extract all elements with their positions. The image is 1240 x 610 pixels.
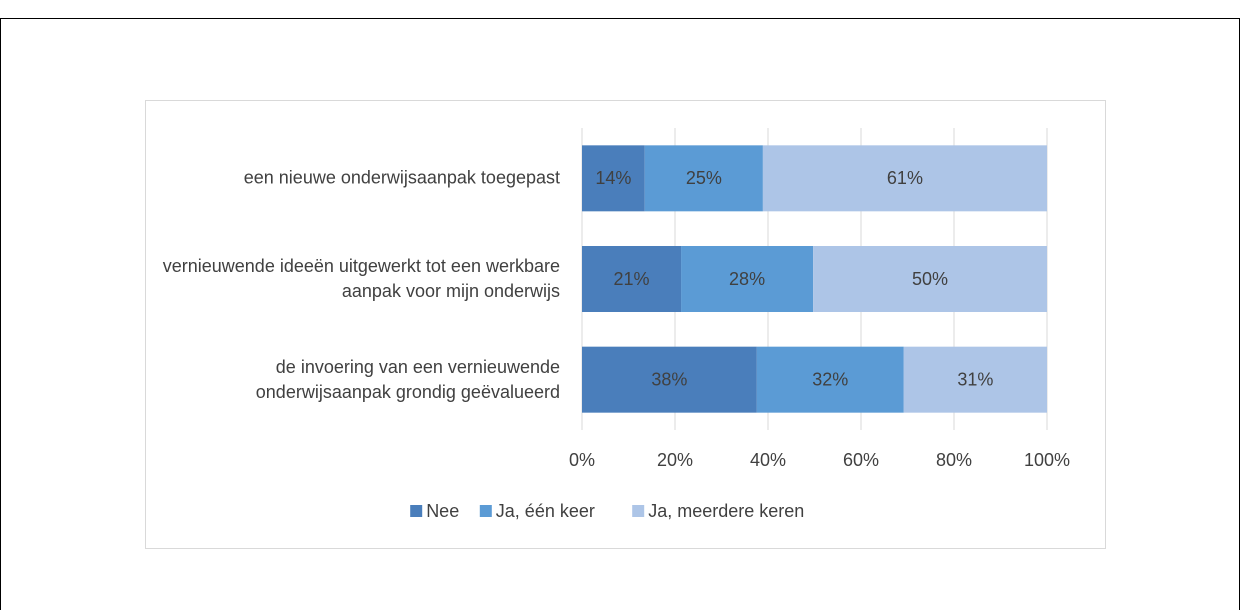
x-tick-label: 80% [936,450,972,470]
bar-segment [582,346,757,413]
data-label: 31% [957,369,993,389]
bar-segment [756,346,904,413]
x-tick-label: 100% [1024,450,1070,470]
data-label: 21% [614,269,650,289]
x-tick-label: 40% [750,450,786,470]
bar-segment [681,246,814,312]
legend-label: Ja, meerdere keren [648,501,804,521]
data-label: 61% [887,168,923,188]
data-label: 38% [651,369,687,389]
bar-segment [903,346,1047,413]
data-label: 25% [686,168,722,188]
x-tick-label: 0% [569,450,595,470]
legend-label: Nee [426,501,459,521]
bar-segment [582,145,645,212]
category-label: vernieuwende ideeën uitgewerkt tot een w… [162,256,560,301]
x-tick-label: 20% [657,450,693,470]
legend-swatch [632,505,645,517]
bar-segment [644,145,763,212]
category-label: de invoering van een vernieuwende onderw… [255,356,560,402]
data-label: 50% [912,269,948,289]
data-label: 28% [729,269,765,289]
bar-segment [762,145,1047,212]
legend-swatch [479,505,492,517]
x-tick-label: 60% [843,450,879,470]
bar-segment [582,246,682,312]
data-label: 14% [595,168,631,188]
category-label: een nieuwe onderwijsaanpak toegepast [243,167,560,188]
legend-label: Ja, één keer [496,501,595,521]
data-label: 32% [812,369,848,389]
bar-segment [813,246,1047,312]
legend-swatch [410,505,423,517]
